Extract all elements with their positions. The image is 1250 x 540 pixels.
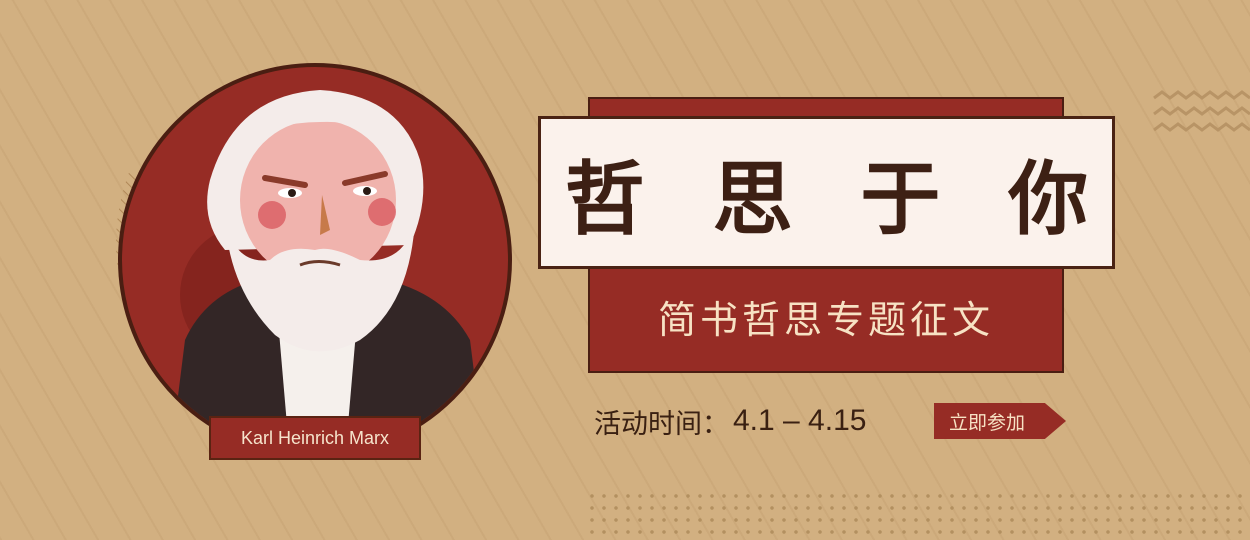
portrait-illustration — [60, 60, 530, 480]
event-time-value: 4.1 – 4.15 — [733, 404, 867, 437]
subtitle: 简书哲思专题征文 — [657, 297, 994, 342]
join-button[interactable]: 立即参加 — [934, 403, 1066, 439]
zigzag-decoration-icon — [1153, 90, 1250, 132]
portrait-name-label: Karl Heinrich Marx — [209, 416, 421, 460]
page-title: 哲 思 于 你 — [564, 152, 1109, 246]
event-time: 活动时间： 4.1 – 4.15 — [594, 399, 866, 443]
marx-portrait-icon — [116, 63, 512, 457]
dot-grid-decoration-icon — [586, 490, 1250, 534]
event-time-label: 活动时间： — [594, 408, 729, 440]
title-box: 哲 思 于 你 — [538, 116, 1115, 269]
